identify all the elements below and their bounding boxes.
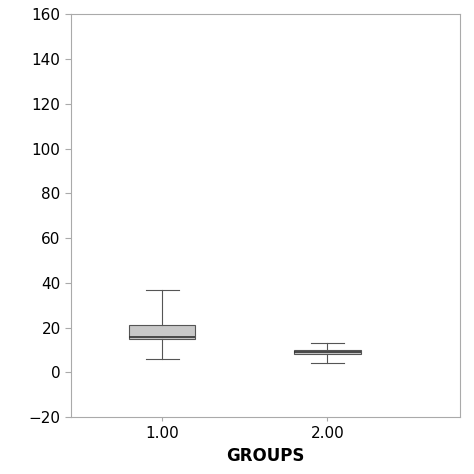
PathPatch shape: [129, 325, 195, 339]
PathPatch shape: [294, 350, 361, 355]
X-axis label: GROUPS: GROUPS: [226, 447, 305, 465]
